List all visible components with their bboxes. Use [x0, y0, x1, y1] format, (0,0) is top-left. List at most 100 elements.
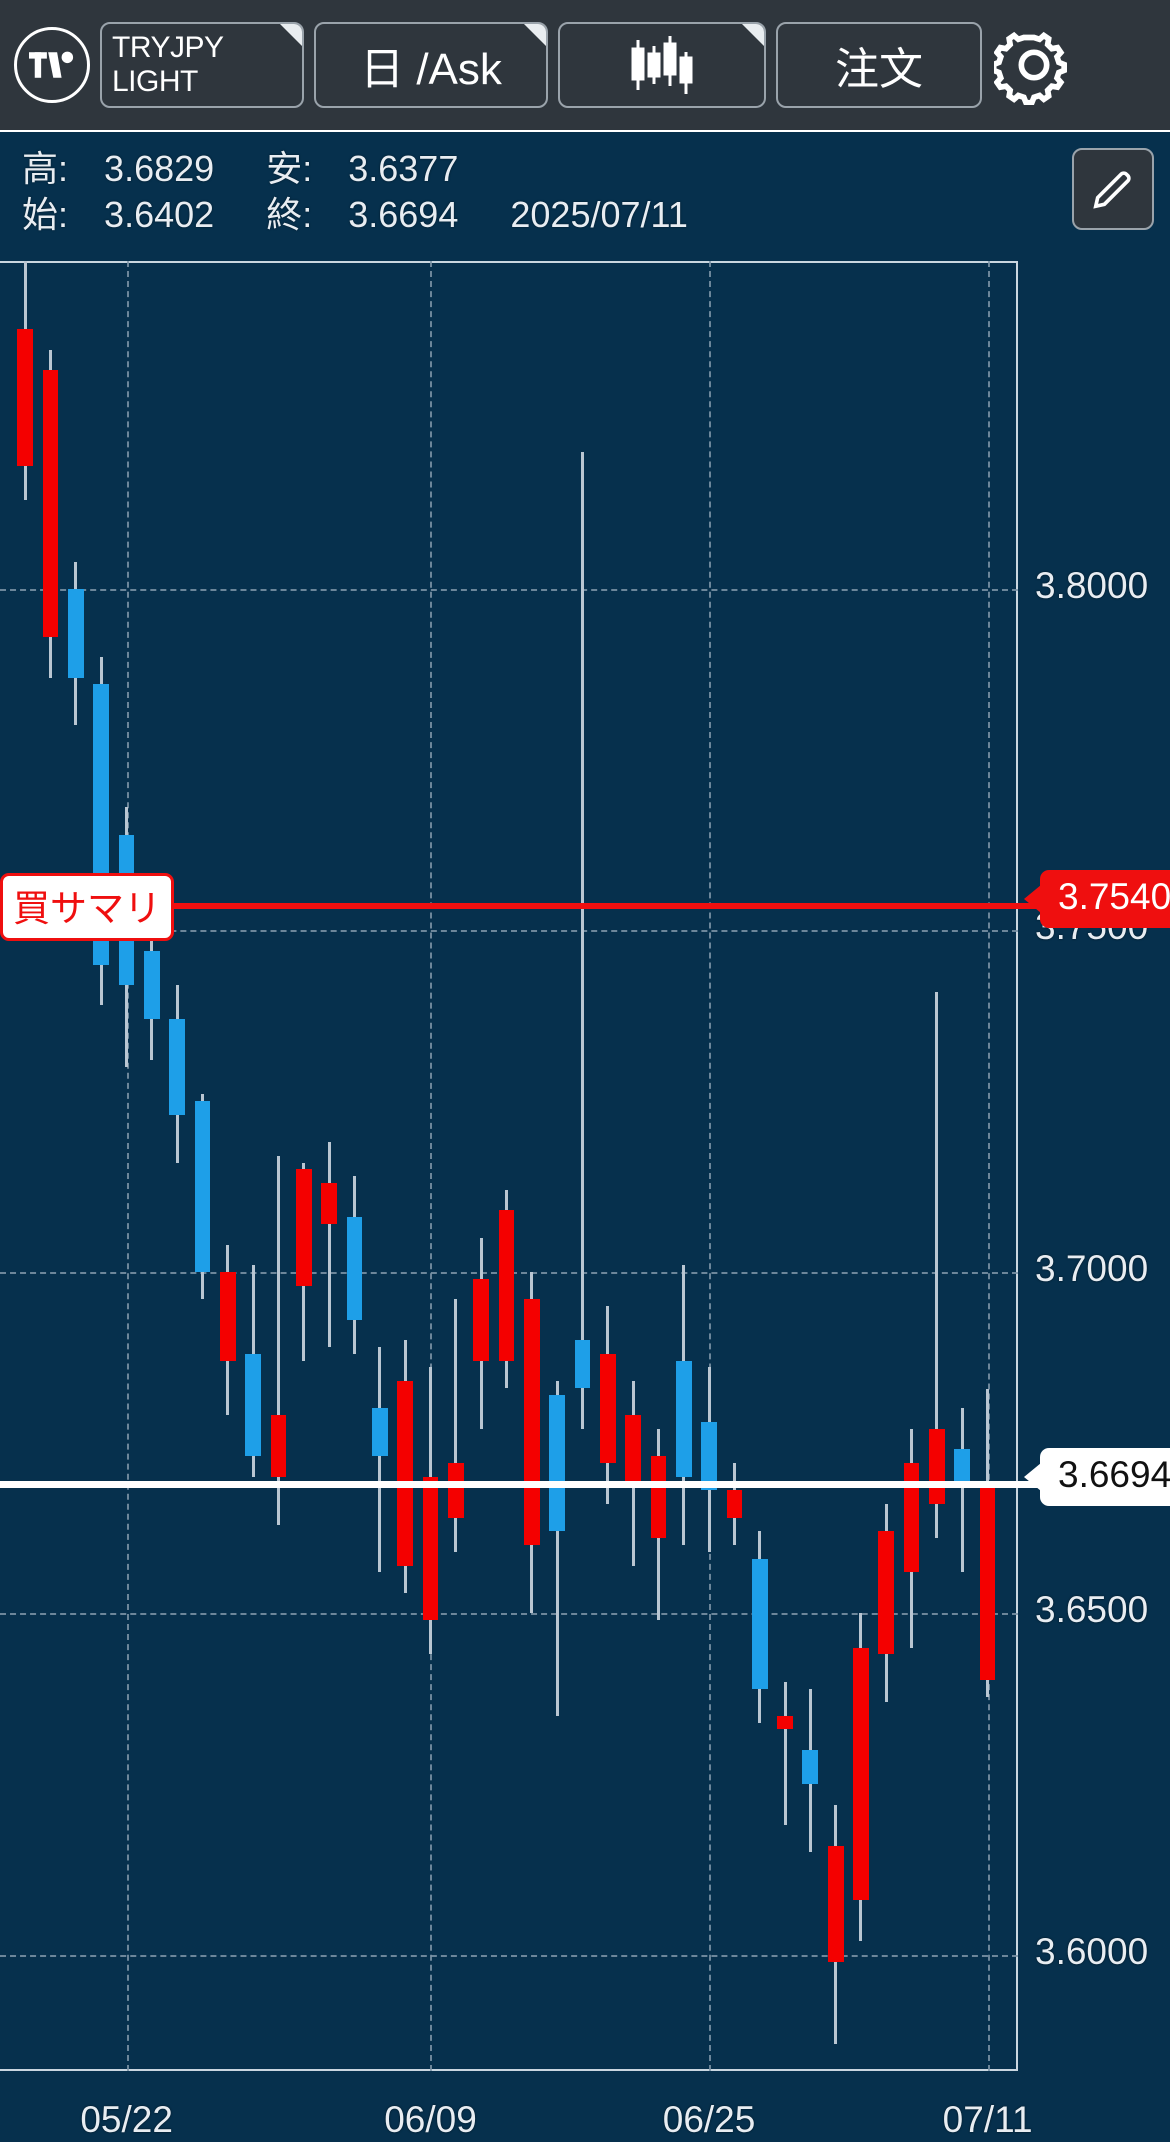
- order-label: 注文: [835, 45, 923, 94]
- candle-body: [473, 1278, 489, 1361]
- symbol-selector-button[interactable]: TRYJPY LIGHT: [100, 22, 304, 108]
- candle-body: [422, 1476, 439, 1621]
- candle-body: [498, 1210, 515, 1361]
- candle-body: [574, 1340, 591, 1388]
- candle-body: [397, 1381, 413, 1566]
- candle-body: [878, 1531, 895, 1655]
- candle-wick: [580, 452, 584, 1429]
- candle-body: [372, 1408, 388, 1457]
- candle-body: [523, 1299, 540, 1546]
- grid-line-horizontal: [0, 1954, 1018, 1957]
- timeframe-label: 日 /Ask: [360, 45, 502, 94]
- candle-body: [270, 1415, 287, 1477]
- close-label: 終:: [266, 194, 313, 236]
- candle-wick: [555, 1381, 559, 1716]
- time-tick-label: 06/25: [662, 2099, 756, 2140]
- candle-body: [599, 1353, 616, 1464]
- plot-frame: [0, 261, 1018, 2071]
- candle-body: [701, 1422, 717, 1491]
- badge-notch-icon: [1024, 885, 1041, 914]
- corner-marker-icon: [280, 24, 302, 46]
- buy-summary-label[interactable]: 買サマリ: [0, 873, 174, 942]
- candle-body: [17, 329, 34, 466]
- timeframe-selector-button[interactable]: 日 /Ask: [314, 22, 548, 108]
- candle-body: [954, 1449, 971, 1484]
- pencil-icon[interactable]: [1072, 148, 1154, 230]
- candle-body: [194, 1101, 211, 1272]
- badge-notch-icon: [1024, 1462, 1041, 1491]
- candle-body: [903, 1463, 920, 1573]
- candle-body: [853, 1647, 869, 1901]
- time-tick-label: 05/22: [80, 2099, 173, 2140]
- high-value: 3.6829: [104, 148, 215, 189]
- time-tick-label: 07/11: [942, 2099, 1033, 2140]
- grid-line-vertical: [709, 261, 712, 2071]
- corner-marker-icon: [742, 24, 764, 46]
- grid-line-horizontal: [0, 1613, 1018, 1616]
- ohlc-legend: 高: 3.6829 安: 3.6377 始: 3.6402 終: 3.6694 …: [22, 146, 688, 238]
- open-label: 始:: [22, 194, 69, 236]
- ohlc-row-open-close: 始: 3.6402 終: 3.6694 2025/07/11: [22, 192, 688, 238]
- grid-line-vertical: [126, 261, 129, 2071]
- candle-body: [68, 588, 84, 678]
- chart-type-button[interactable]: [558, 22, 766, 108]
- last-price-text: 3.6694: [1058, 1453, 1170, 1495]
- candle-body: [549, 1394, 565, 1532]
- candle-body: [144, 950, 160, 1020]
- candle-body: [346, 1217, 363, 1320]
- low-value: 3.6377: [348, 148, 459, 189]
- candle-wick: [277, 1155, 281, 1525]
- high-label: 高:: [22, 148, 69, 189]
- buy-summary-price-line: [0, 903, 1170, 910]
- last-price-badge[interactable]: 3.6694: [1024, 1447, 1170, 1506]
- candle-body: [650, 1456, 667, 1539]
- tradingview-logo-icon[interactable]: [14, 27, 90, 103]
- candle-body: [220, 1271, 236, 1361]
- corner-marker-icon: [524, 24, 546, 46]
- time-tick-label: 06/09: [384, 2099, 477, 2140]
- price-tick-label: 3.8000: [1035, 564, 1149, 606]
- candle-body: [827, 1845, 844, 1962]
- candle-body: [245, 1353, 262, 1457]
- grid-line-vertical: [987, 261, 990, 2071]
- symbol-label: TRYJPY LIGHT: [112, 31, 223, 98]
- ohlc-row-high-low: 高: 3.6829 安: 3.6377: [22, 146, 688, 192]
- candle-wick: [960, 1408, 964, 1573]
- candle-wick: [783, 1681, 787, 1826]
- order-button[interactable]: 注文: [776, 22, 982, 108]
- open-value: 3.6402: [104, 194, 215, 236]
- close-value: 3.6694: [348, 194, 459, 236]
- candle-wick: [454, 1299, 458, 1552]
- candle-body: [625, 1415, 641, 1484]
- gear-icon[interactable]: [992, 23, 1076, 107]
- candle-body: [447, 1463, 464, 1518]
- price-tick-label: 3.7000: [1035, 1247, 1149, 1289]
- buy-summary-price-text: 3.7540: [1058, 876, 1170, 918]
- price-tick-label: 3.6000: [1035, 1930, 1149, 1972]
- candle-body: [296, 1169, 312, 1286]
- last-price-line: [0, 1480, 1170, 1488]
- candle-body: [929, 1428, 945, 1505]
- low-label: 安:: [266, 148, 313, 189]
- top-toolbar: TRYJPY LIGHT 日 /Ask 注文: [0, 0, 1170, 132]
- grid-line-vertical: [430, 261, 433, 2071]
- candlestick-plot[interactable]: [0, 261, 1018, 2071]
- candle-wick: [327, 1142, 331, 1347]
- grid-line-horizontal: [0, 930, 1018, 933]
- candle-body: [169, 1019, 186, 1115]
- candle-body: [751, 1558, 768, 1689]
- candle-wick: [378, 1347, 382, 1573]
- candle-body: [802, 1749, 819, 1785]
- candle-body: [675, 1360, 692, 1477]
- candle-wick: [935, 991, 939, 1539]
- candle-body: [42, 370, 59, 637]
- candle-body: [777, 1715, 793, 1730]
- candlestick-icon: [629, 34, 695, 96]
- candle-body: [321, 1183, 338, 1225]
- candle-body: [979, 1480, 996, 1681]
- grid-line-horizontal: [0, 588, 1018, 591]
- legend-date: 2025/07/11: [510, 194, 688, 236]
- buy-summary-price-badge[interactable]: 3.7540: [1024, 870, 1170, 929]
